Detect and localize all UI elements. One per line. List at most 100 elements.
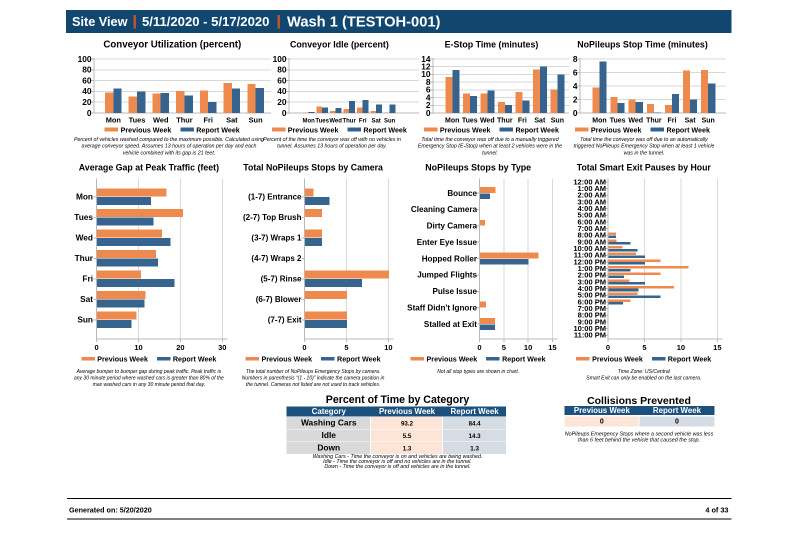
svg-text:Mon: Mon	[445, 118, 459, 125]
svg-text:12:00 AM: 12:00 AM	[573, 177, 606, 186]
svg-text:60: 60	[82, 75, 92, 85]
svg-text:1:00 AM: 1:00 AM	[578, 184, 606, 193]
svg-text:than 6 feet behind the vehicle: than 6 feet behind the vehicle that caus…	[578, 437, 700, 443]
svg-text:1.3: 1.3	[470, 445, 479, 452]
svg-text:Previous Week: Previous Week	[574, 406, 631, 415]
svg-text:4 of 33: 4 of 33	[705, 506, 728, 515]
svg-text:Fri: Fri	[518, 118, 527, 125]
svg-text:5/11/2020 - 5/17/2020: 5/11/2020 - 5/17/2020	[142, 14, 269, 29]
svg-text:Sat: Sat	[685, 118, 697, 125]
svg-text:0: 0	[95, 343, 99, 352]
svg-text:80: 80	[277, 65, 287, 75]
svg-text:Conveyor Utilization (percent): Conveyor Utilization (percent)	[103, 40, 241, 51]
svg-text:5: 5	[502, 343, 506, 352]
svg-text:Sat: Sat	[80, 294, 93, 304]
svg-text:8:00 PM: 8:00 PM	[578, 311, 606, 320]
svg-text:15: 15	[548, 343, 556, 352]
svg-text:Sun: Sun	[702, 118, 715, 125]
svg-text:Down: Down	[317, 443, 340, 453]
svg-text:2: 2	[426, 100, 431, 110]
svg-text:(7-7) Exit: (7-7) Exit	[268, 316, 302, 325]
svg-text:0: 0	[675, 419, 679, 426]
svg-text:(4-7) Wraps 2: (4-7) Wraps 2	[251, 254, 302, 263]
svg-text:0: 0	[477, 343, 481, 352]
svg-text:6:00 PM: 6:00 PM	[578, 297, 606, 306]
svg-text:1.3: 1.3	[403, 445, 412, 452]
svg-text:tunnel. Assumes 13 hours of op: tunnel. Assumes 13 hours of operation pe…	[277, 144, 387, 150]
svg-text:12: 12	[421, 62, 431, 72]
svg-text:Total NoPileups Stops by Camer: Total NoPileups Stops by Camera	[243, 163, 383, 173]
svg-text:Average Gap at Peak Traffic (f: Average Gap at Peak Traffic (feet)	[79, 163, 219, 173]
svg-text:Numbers in parenthesis “(1 - 1: Numbers in parenthesis “(1 - 10)” indica…	[242, 376, 385, 382]
svg-text:9:00 AM: 9:00 AM	[578, 237, 606, 246]
svg-text:Sun: Sun	[551, 118, 564, 125]
svg-text:Previous Week: Previous Week	[261, 356, 312, 364]
svg-text:Report Week: Report Week	[196, 126, 240, 134]
svg-text:was in the tunnel.: was in the tunnel.	[624, 150, 665, 156]
svg-text:Previous Week: Previous Week	[440, 126, 491, 134]
svg-text:10: 10	[384, 343, 392, 352]
svg-text:10:00 PM: 10:00 PM	[573, 324, 606, 333]
svg-text:10:00 AM: 10:00 AM	[573, 244, 606, 253]
svg-text:Tues: Tues	[74, 212, 93, 222]
svg-text:Thur: Thur	[75, 253, 94, 263]
svg-text:NoPileups Stop Time (minutes): NoPileups Stop Time (minutes)	[577, 40, 708, 50]
svg-text:Sun: Sun	[249, 116, 263, 125]
svg-text:60: 60	[277, 75, 287, 85]
svg-text:Collisions Prevented: Collisions Prevented	[587, 395, 691, 407]
svg-text:4:00 AM: 4:00 AM	[578, 204, 606, 213]
svg-text:Emergency Stop (E-Stop) when a: Emergency Stop (E-Stop) when at least 2 …	[418, 144, 562, 150]
svg-text:max washed cars in any 30 minu: max washed cars in any 30 minute period …	[93, 382, 205, 388]
svg-text:Sun: Sun	[77, 315, 93, 325]
svg-text:5: 5	[642, 343, 646, 352]
svg-text:5:00 PM: 5:00 PM	[578, 291, 606, 300]
svg-text:40: 40	[82, 86, 92, 96]
svg-text:Cleaning Camera: Cleaning Camera	[411, 205, 478, 214]
svg-text:Percent of the time the convey: Percent of the time the conveyor was off…	[263, 137, 401, 143]
svg-text:Total time the conveyor was of: Total time the conveyor was off due to a…	[580, 137, 708, 143]
svg-text:5.5: 5.5	[403, 433, 412, 440]
svg-text:Stalled at Exit: Stalled at Exit	[424, 320, 477, 329]
svg-text:3:00 AM: 3:00 AM	[578, 197, 606, 206]
svg-text:Report Week: Report Week	[666, 126, 710, 134]
svg-text:11:00 AM: 11:00 AM	[574, 251, 606, 260]
svg-text:(1-7) Entrance: (1-7) Entrance	[248, 193, 302, 202]
svg-text:100: 100	[273, 54, 287, 64]
svg-text:Percent of Time by Category: Percent of Time by Category	[326, 394, 470, 406]
svg-text:Previous Week: Previous Week	[379, 407, 436, 416]
svg-text:Sat: Sat	[371, 119, 380, 125]
svg-text:11:00 PM: 11:00 PM	[574, 331, 606, 340]
svg-text:Category: Category	[312, 407, 347, 416]
svg-text:4: 4	[573, 81, 578, 91]
svg-text:Previous Week: Previous Week	[97, 356, 148, 364]
svg-text:Idle - Time the conveyor is of: Idle - Time the conveyor is off and no v…	[323, 459, 472, 465]
svg-text:Report Week: Report Week	[451, 407, 500, 416]
svg-text:Idle: Idle	[322, 430, 337, 440]
svg-text:Time Zone: US/Central: Time Zone: US/Central	[618, 369, 671, 375]
svg-text:4: 4	[426, 92, 431, 102]
svg-text:1:00 PM: 1:00 PM	[578, 264, 606, 273]
svg-text:Thur: Thur	[342, 119, 356, 125]
svg-text:triggered NoPileups Emergency: triggered NoPileups Emergency Stop when …	[574, 144, 715, 150]
svg-text:Previous Week: Previous Week	[427, 356, 478, 364]
svg-text:Tues: Tues	[610, 118, 626, 125]
svg-text:80: 80	[82, 65, 92, 75]
svg-text:20: 20	[277, 97, 287, 107]
svg-text:(5-7) Rinse: (5-7) Rinse	[261, 275, 302, 284]
svg-text:Site View: Site View	[72, 15, 128, 29]
svg-text:Pulse Issue: Pulse Issue	[432, 287, 477, 296]
svg-text:Previous Week: Previous Week	[591, 126, 642, 134]
svg-text:NoPileups Emergency Stops wher: NoPileups Emergency Stops where a second…	[565, 432, 714, 438]
svg-text:Bounce: Bounce	[447, 189, 477, 198]
svg-text:Staff Didn't Ignore: Staff Didn't Ignore	[407, 303, 477, 312]
svg-text:Previous Week: Previous Week	[288, 126, 339, 134]
svg-text:NoPileups Stops by Type: NoPileups Stops by Type	[425, 163, 531, 173]
svg-text:Average bumper to bumper gap d: Average bumper to bumper gap during peak…	[76, 369, 222, 375]
svg-text:Tues: Tues	[315, 119, 329, 125]
svg-text:10: 10	[421, 69, 431, 79]
svg-text:Wed: Wed	[480, 118, 495, 125]
svg-text:Report Week: Report Week	[502, 356, 546, 364]
svg-text:Generated on: 5/20/2020: Generated on: 5/20/2020	[69, 506, 152, 515]
svg-text:Smart Exit can only be enabled: Smart Exit can only be enabled on the la…	[586, 376, 701, 382]
svg-text:Washing Cars: Washing Cars	[301, 418, 357, 428]
